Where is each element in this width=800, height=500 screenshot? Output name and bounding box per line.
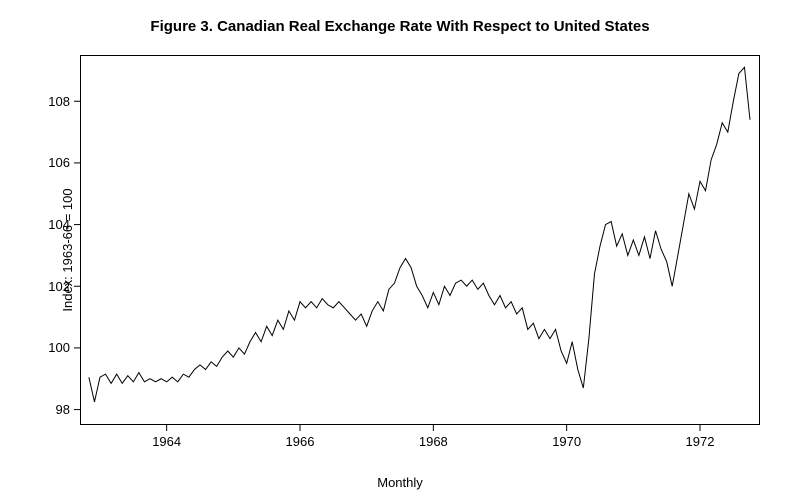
y-tick-label: 104	[48, 218, 70, 231]
x-tick-label: 1964	[137, 435, 197, 448]
chart-container: Figure 3. Canadian Real Exchange Rate Wi…	[0, 0, 800, 500]
y-tick-label: 108	[48, 95, 70, 108]
y-tick-label: 98	[56, 403, 70, 416]
chart-title: Figure 3. Canadian Real Exchange Rate Wi…	[0, 18, 800, 35]
x-axis-label: Monthly	[0, 475, 800, 490]
y-tick-label: 106	[48, 156, 70, 169]
x-tick-label: 1966	[270, 435, 330, 448]
plot-area	[80, 55, 760, 425]
x-tick-label: 1970	[537, 435, 597, 448]
x-tick-label: 1968	[403, 435, 463, 448]
y-tick-label: 102	[48, 280, 70, 293]
y-tick-label: 100	[48, 341, 70, 354]
exchange-rate-line	[89, 67, 750, 402]
x-tick-label: 1972	[670, 435, 730, 448]
